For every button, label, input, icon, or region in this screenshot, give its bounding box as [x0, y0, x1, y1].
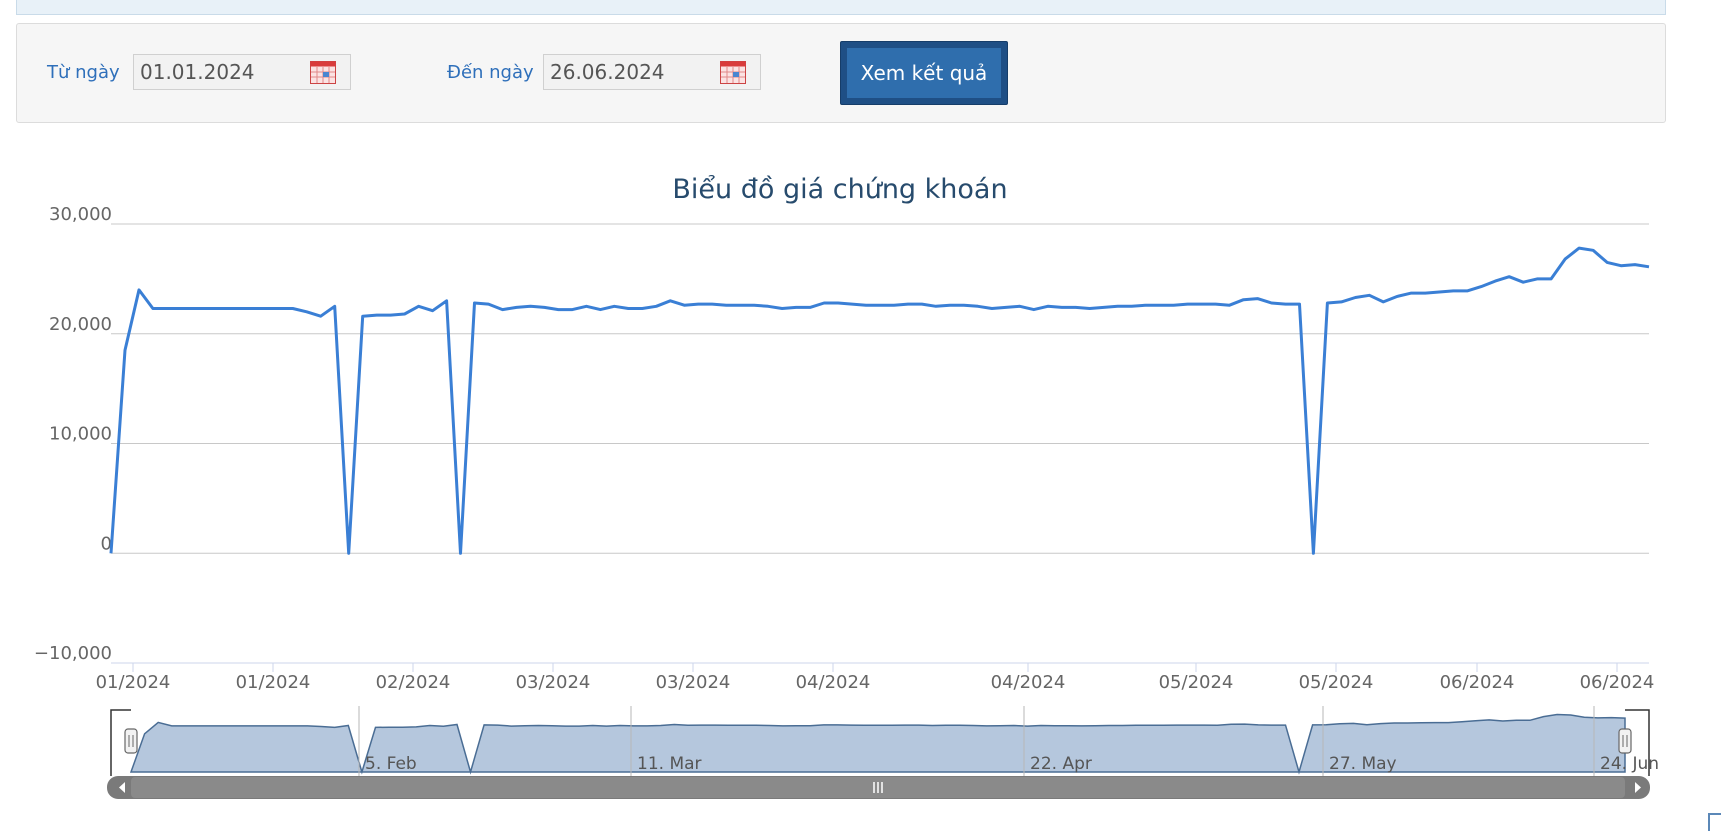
- navigator-tick-label: 22. Apr: [1030, 754, 1092, 774]
- x-tick-label: 04/2024: [991, 672, 1066, 693]
- calendar-icon[interactable]: [310, 60, 336, 84]
- resize-corner-icon: [1708, 813, 1721, 831]
- y-tick-label: 30,000: [49, 204, 112, 225]
- chart-title: Biểu đồ giá chứng khoán: [672, 174, 1007, 205]
- x-tick-label: 06/2024: [1440, 672, 1515, 693]
- to-date-label: Đến ngày: [447, 62, 534, 83]
- x-tick-label: 05/2024: [1159, 672, 1234, 693]
- x-tick-label: 03/2024: [656, 672, 731, 693]
- x-tick-label: 01/2024: [96, 672, 171, 693]
- x-tick-label: 02/2024: [376, 672, 451, 693]
- from-date-label: Từ ngày: [47, 62, 120, 83]
- navigator-handle[interactable]: [1618, 728, 1632, 754]
- x-tick-label: 05/2024: [1299, 672, 1374, 693]
- from-date-field[interactable]: [133, 54, 351, 90]
- navigator-tick-label: 24. Jun: [1600, 754, 1659, 774]
- to-date-input[interactable]: [544, 55, 720, 89]
- navigator-handle[interactable]: [124, 728, 138, 754]
- x-tick-label: 03/2024: [516, 672, 591, 693]
- navigator-mask-left-outline: [110, 709, 131, 776]
- y-tick-label: 0: [101, 533, 112, 554]
- scroll-right-arrow-icon[interactable]: [1635, 782, 1641, 793]
- navigator-tick-label: 27. May: [1329, 754, 1397, 774]
- x-tick-label: 06/2024: [1580, 672, 1655, 693]
- view-results-button[interactable]: Xem kết quả: [847, 48, 1001, 98]
- navigator-series: [129, 713, 1626, 775]
- x-tick-label: 04/2024: [796, 672, 871, 693]
- y-tick-label: 10,000: [49, 424, 112, 445]
- to-date-field[interactable]: [543, 54, 761, 90]
- navigator-mask-right-outline: [1625, 709, 1650, 776]
- scroll-left-arrow-icon[interactable]: [119, 782, 125, 793]
- y-tick-label: 20,000: [49, 314, 112, 335]
- calendar-icon[interactable]: [720, 60, 746, 84]
- x-tick-label: 01/2024: [236, 672, 311, 693]
- from-date-input[interactable]: [134, 55, 310, 89]
- price-series-line: [109, 246, 1650, 555]
- top-info-bar: [16, 0, 1666, 15]
- y-tick-label: −10,000: [34, 643, 112, 664]
- navigator-tick-label: 11. Mar: [637, 754, 702, 774]
- view-results-button-frame: Xem kết quả: [840, 41, 1008, 105]
- navigator-tick-label: 5. Feb: [365, 754, 417, 774]
